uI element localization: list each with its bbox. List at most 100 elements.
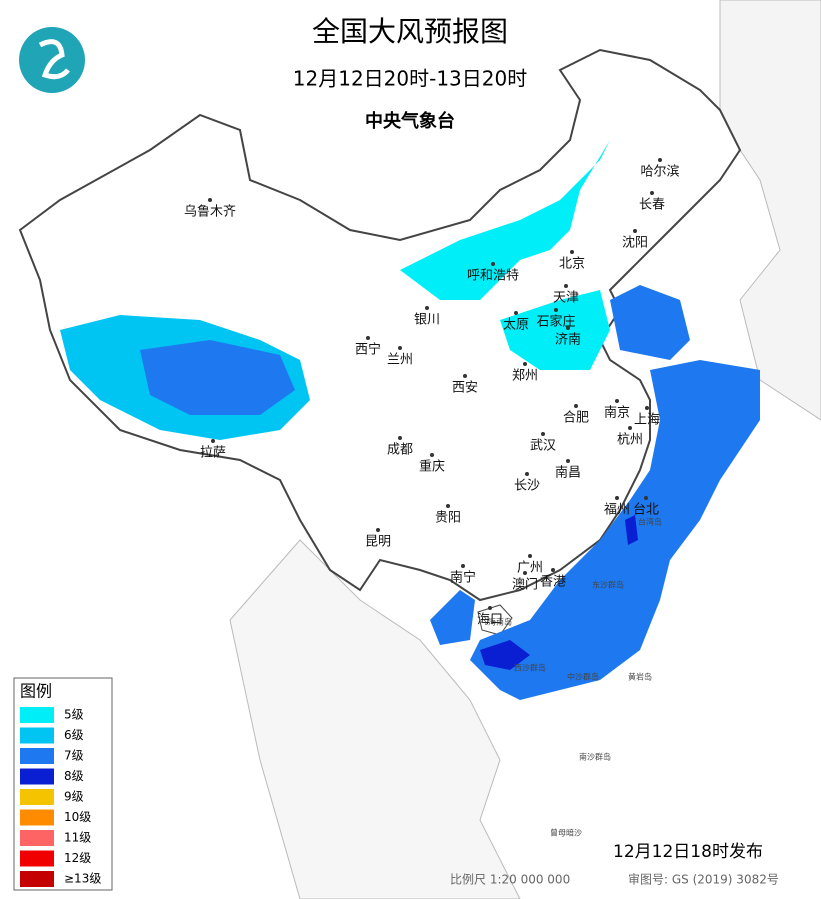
legend-swatch — [20, 768, 54, 785]
wind-5 — [500, 290, 610, 370]
hainan — [477, 604, 513, 636]
city-dot — [658, 158, 662, 162]
legend-label: 7级 — [64, 749, 84, 763]
island-label: 西沙群岛 — [514, 663, 546, 673]
city-label: 西安 — [452, 381, 478, 396]
legend-swatch — [20, 809, 54, 826]
city-label: 长春 — [639, 198, 665, 213]
wind-areas — [60, 140, 760, 700]
city-dot — [523, 571, 527, 575]
island-label: 海南岛 — [488, 617, 512, 627]
city-dot — [645, 406, 649, 410]
issued: 12月12日18时发布 — [613, 842, 763, 862]
city-label: 兰州 — [387, 353, 413, 368]
legend-swatch — [20, 850, 54, 867]
city-label: 太原 — [503, 318, 529, 333]
legend-label: 9级 — [64, 790, 84, 804]
wind-7 — [610, 285, 690, 360]
logo-mark — [38, 39, 70, 80]
city-label: 沈阳 — [622, 236, 648, 251]
legend-items: 5级 6级 7级 8级 9级 10级 11级 12级 ≥13级 — [20, 707, 101, 887]
city-label: 昆明 — [365, 535, 391, 550]
city-label: 天津 — [553, 291, 579, 306]
wind-7 — [470, 360, 760, 700]
city-dot — [398, 346, 402, 350]
city-label: 拉萨 — [200, 446, 226, 461]
city-label: 石家庄 — [536, 314, 575, 330]
city-dot — [446, 504, 450, 508]
city-dot — [551, 568, 555, 572]
agency: 中央气象台 — [365, 110, 455, 132]
island-label: 中沙群岛 — [567, 672, 599, 682]
city-dot — [615, 496, 619, 500]
legend-title: 图例 — [20, 682, 52, 701]
city-dot — [628, 426, 632, 430]
island-label: 东沙群岛 — [592, 580, 624, 590]
city-label: 呼和浩特 — [467, 269, 519, 284]
city-label: 台北 — [633, 503, 659, 518]
legend-swatch — [20, 707, 54, 723]
city-dot — [644, 496, 648, 500]
island-label: 黄岩岛 — [628, 672, 652, 682]
city-dot — [525, 472, 529, 476]
city-dot — [208, 198, 212, 202]
city-label: 福州 — [604, 503, 630, 518]
legend-label: 10级 — [64, 810, 91, 824]
city-label: 杭州 — [617, 433, 643, 448]
wind-7 — [430, 590, 475, 645]
map-number: 审图号: GS (2019) 3082号 — [628, 872, 779, 887]
legend-swatch — [20, 789, 54, 805]
city-label: 上海 — [634, 413, 660, 428]
city-label: 海口 — [477, 613, 503, 628]
city-label: 西宁 — [355, 342, 381, 358]
city-dot — [425, 306, 429, 310]
city-dot — [430, 453, 434, 457]
city-dot — [541, 432, 545, 436]
city-label: 成都 — [387, 443, 413, 458]
city-label: 南昌 — [555, 465, 581, 481]
city-label: 贵阳 — [435, 511, 461, 526]
legend-swatch — [20, 871, 54, 887]
city-dot — [566, 459, 570, 463]
city-label: 哈尔滨 — [640, 164, 679, 180]
city-dot — [566, 326, 570, 330]
city-dot — [366, 336, 370, 340]
city-label: 长沙 — [514, 479, 540, 494]
city-dot — [570, 250, 574, 254]
city-label: 澳门 — [512, 577, 538, 593]
city-dot — [376, 528, 380, 532]
city-label: 北京 — [559, 257, 585, 272]
city-dot — [488, 606, 492, 610]
city-label: 银川 — [414, 313, 440, 328]
wind-5 — [400, 140, 610, 300]
legend-label: 8级 — [64, 769, 84, 783]
city-dot — [463, 374, 467, 378]
island-label: 南沙群岛 — [579, 752, 611, 762]
wind-7 — [140, 340, 295, 415]
city-dot — [615, 399, 619, 403]
city-dot — [211, 439, 215, 443]
city-label: 郑州 — [512, 369, 538, 384]
legend-label: ≥13级 — [64, 872, 101, 886]
scale: 比例尺 1:20 000 000 — [450, 873, 570, 887]
city-label: 香港 — [540, 575, 566, 590]
wind-8 — [625, 515, 638, 545]
city-label: 乌鲁木齐 — [184, 204, 236, 220]
city-label: 南宁 — [450, 570, 476, 586]
city-dot — [528, 554, 532, 558]
city-dot — [554, 308, 558, 312]
city-dot — [564, 284, 568, 288]
city-label: 合肥 — [563, 411, 589, 426]
city-dot — [491, 262, 495, 266]
neighbour-land — [229, 539, 521, 899]
island-label: 台湾岛 — [638, 517, 662, 527]
city-dot — [633, 229, 637, 233]
city-label: 济南 — [555, 332, 581, 348]
legend-label: 11级 — [64, 831, 91, 845]
city-label: 广州 — [517, 561, 543, 576]
city-dot — [523, 362, 527, 366]
legend-swatch — [20, 748, 54, 764]
city-label: 南京 — [604, 405, 630, 421]
title: 全国大风预报图 — [312, 15, 508, 48]
city-dot — [650, 191, 654, 195]
